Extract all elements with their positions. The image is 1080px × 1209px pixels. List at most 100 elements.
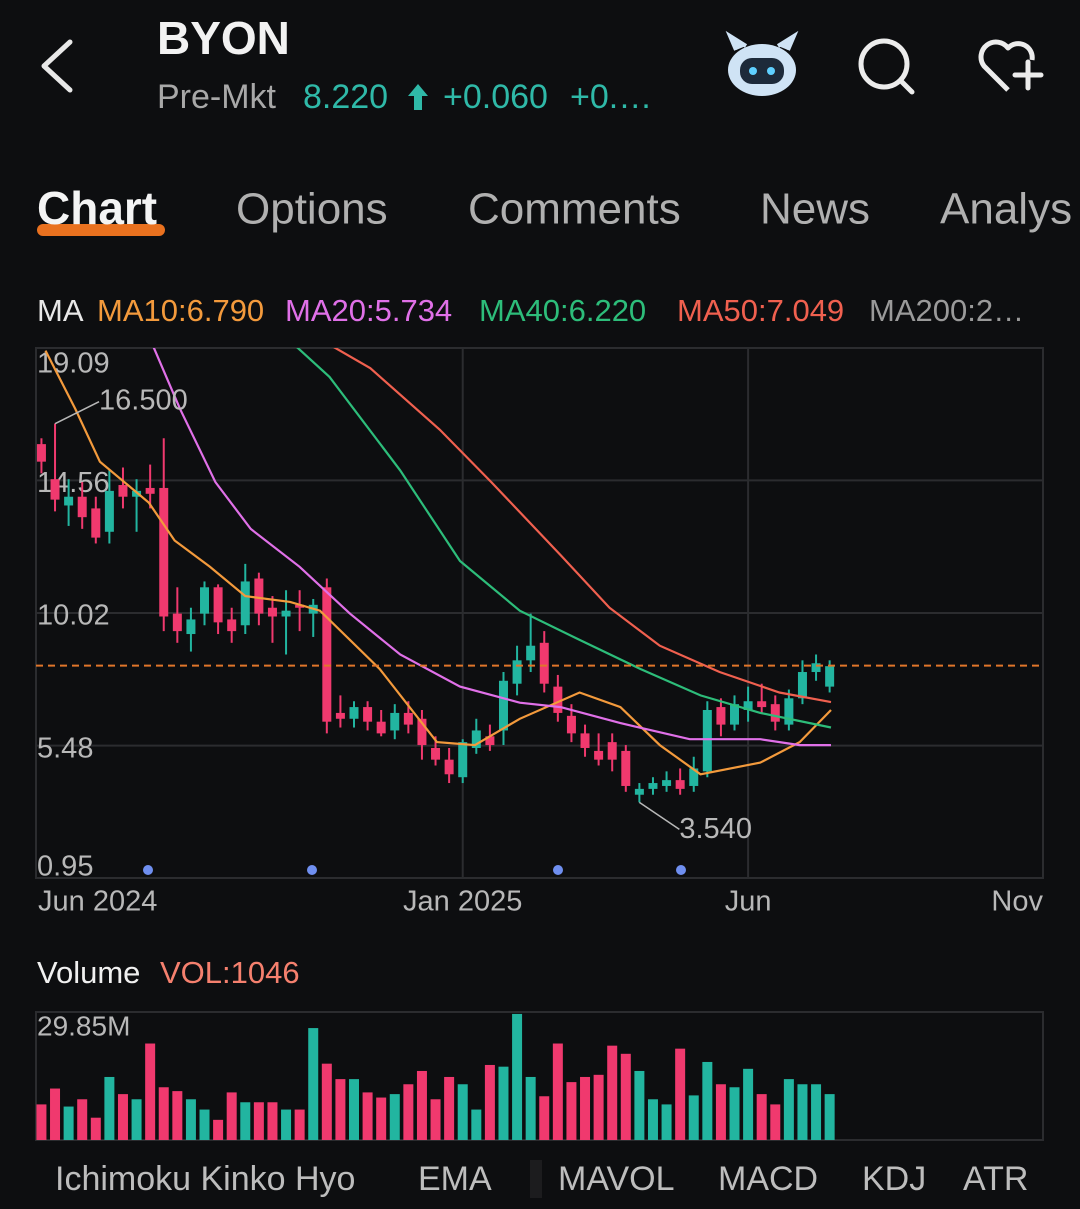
- tab[interactable]: Options: [236, 185, 388, 234]
- volume-bar: [620, 1053, 631, 1140]
- candle-body: [240, 581, 250, 626]
- volume-bar: [267, 1102, 278, 1140]
- volume-bar: [783, 1079, 794, 1140]
- candle-body: [594, 750, 604, 760]
- event-dot[interactable]: [307, 865, 317, 875]
- volume-bar: [688, 1095, 699, 1140]
- volume-bar: [403, 1084, 414, 1140]
- volume-bar: [797, 1084, 808, 1140]
- volume-bar: [484, 1064, 495, 1140]
- indicator-tab[interactable]: EMA: [418, 1160, 492, 1198]
- volume-bar: [702, 1061, 713, 1140]
- heart: [978, 39, 1035, 92]
- candle-body: [743, 701, 753, 711]
- volume-bar: [77, 1099, 88, 1140]
- candle-body: [322, 587, 332, 722]
- low-annotation: 3.540: [679, 813, 752, 845]
- indicator-tab[interactable]: Ichimoku Kinko Hyo: [55, 1160, 355, 1198]
- annotation-leader: [638, 801, 680, 830]
- candle-body: [376, 721, 386, 734]
- session: Pre-Mkt: [157, 78, 277, 116]
- volume-bar: [104, 1076, 115, 1140]
- candle-body: [444, 759, 454, 775]
- candle-body: [267, 607, 277, 617]
- event-dot[interactable]: [676, 865, 686, 875]
- volume-bar: [185, 1099, 196, 1140]
- candle-body: [634, 788, 644, 795]
- assistant-icon[interactable]: [725, 30, 799, 96]
- tab[interactable]: Chart: [37, 182, 157, 234]
- x-tick-label: Jun: [725, 886, 772, 918]
- candle-body: [702, 710, 712, 772]
- search-lens: [858, 38, 910, 90]
- tab[interactable]: Analys: [940, 185, 1072, 234]
- robot-ears: [725, 30, 799, 51]
- event-dot[interactable]: [553, 865, 563, 875]
- volume-bar: [90, 1117, 101, 1140]
- indicator-tab[interactable]: MACD: [718, 1160, 818, 1198]
- candle-body: [689, 768, 699, 786]
- volume-bar: [349, 1079, 359, 1140]
- active-tab-indicator: [37, 224, 165, 236]
- volume-bar: [566, 1082, 577, 1140]
- volume-bar: [389, 1094, 400, 1140]
- tab[interactable]: Comments: [468, 185, 681, 234]
- candle-body: [526, 645, 536, 661]
- volume-bar: [444, 1076, 455, 1140]
- volume-bar: [593, 1074, 604, 1140]
- separator: [530, 1160, 542, 1198]
- volume-bar: [253, 1102, 264, 1140]
- candle-body: [335, 712, 345, 719]
- volume-bar: [63, 1106, 74, 1140]
- candle-body: [757, 701, 767, 708]
- y-tick-label: 19.09: [37, 348, 110, 380]
- search-icon[interactable]: [858, 38, 915, 95]
- candle-body: [485, 736, 495, 746]
- ticker: BYON: [157, 12, 290, 64]
- candle-body: [621, 750, 631, 786]
- volume-bar: [743, 1068, 754, 1140]
- y-tick-label: 29.85M: [37, 1010, 130, 1041]
- volume-bar: [36, 1104, 47, 1140]
- volume-bar: [213, 1119, 224, 1140]
- volume-bar: [498, 1066, 509, 1140]
- candle-body: [770, 704, 780, 722]
- candle-body: [417, 718, 427, 746]
- volume-bar: [471, 1109, 482, 1140]
- volume-bar: [50, 1088, 61, 1140]
- candle-body: [716, 707, 726, 725]
- tab[interactable]: News: [760, 185, 870, 234]
- ma-line: [152, 348, 831, 747]
- volume-bar: [756, 1094, 767, 1140]
- candle-body: [213, 587, 223, 623]
- indicator-tab[interactable]: MAVOL: [558, 1160, 675, 1198]
- volume-bar: [512, 1013, 523, 1140]
- plus: [1012, 59, 1044, 91]
- volume-bar: [281, 1109, 292, 1140]
- back-button[interactable]: [41, 39, 73, 93]
- candle-body: [825, 666, 835, 687]
- volume-bar: [172, 1091, 183, 1140]
- robot-eye: [767, 67, 775, 75]
- ma-legend-item: MA50:7.049: [677, 293, 844, 328]
- candle-body: [295, 604, 305, 608]
- candle-body: [648, 783, 658, 789]
- event-dot[interactable]: [143, 865, 153, 875]
- candle-body: [458, 742, 468, 778]
- volume-bar: [145, 1043, 156, 1140]
- volume-bar: [158, 1087, 169, 1140]
- watchlist-icon[interactable]: [978, 39, 1044, 92]
- volume-bar: [525, 1076, 536, 1140]
- candle-body: [104, 490, 114, 532]
- candle-body: [118, 485, 128, 497]
- candle-body: [512, 660, 522, 684]
- x-tick-label: Nov: [991, 886, 1043, 918]
- volume-bar: [770, 1104, 781, 1140]
- indicator-tab[interactable]: KDJ: [862, 1160, 926, 1198]
- volume-bar: [661, 1104, 672, 1140]
- volume-bar: [729, 1087, 740, 1140]
- volume-bar: [117, 1094, 128, 1140]
- indicator-tab[interactable]: ATR: [963, 1160, 1028, 1198]
- x-tick-label: Jun 2024: [38, 886, 157, 918]
